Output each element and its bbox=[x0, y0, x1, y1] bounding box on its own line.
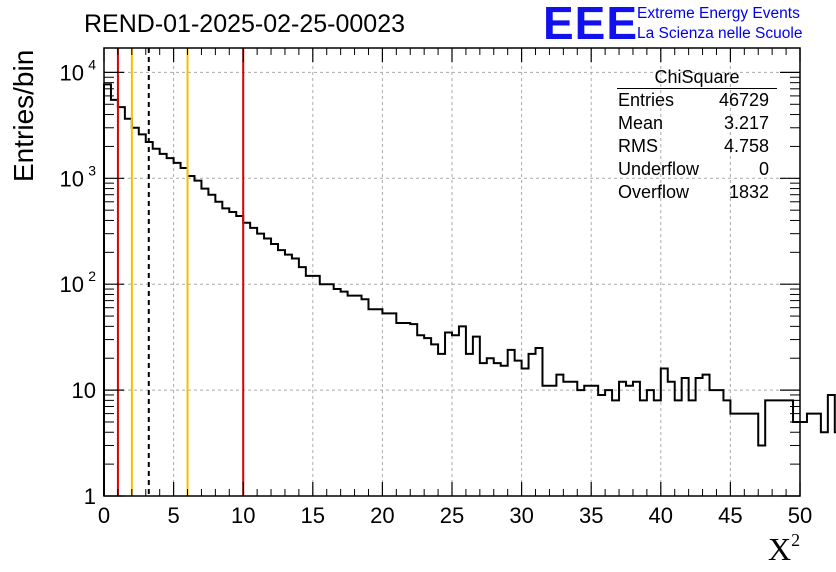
x-tick-label: 45 bbox=[718, 503, 742, 528]
axis-ticks bbox=[103, 48, 801, 497]
y-tick-label: 10 bbox=[60, 272, 84, 297]
stats-label: Entries bbox=[618, 90, 675, 110]
logo-line-1: Extreme Energy Events bbox=[637, 5, 800, 22]
reference-lines bbox=[116, 48, 245, 496]
y-tick-exponent: 3 bbox=[88, 162, 96, 178]
stats-label: Overflow bbox=[618, 182, 690, 202]
stats-label: Mean bbox=[618, 113, 664, 133]
logo-caption: Extreme Energy Events La Scienza nelle S… bbox=[637, 4, 802, 44]
stats-label: Underflow bbox=[618, 159, 700, 179]
stats-row-entries: Entries 46729 bbox=[611, 89, 777, 112]
y-tick-label: 10 bbox=[60, 60, 84, 85]
stats-value: 3.217 bbox=[723, 113, 769, 133]
stats-value: 46729 bbox=[718, 90, 769, 110]
x-tick-label: 15 bbox=[301, 503, 325, 528]
stats-row-mean: Mean 3.217 bbox=[611, 112, 777, 135]
stats-value: 1832 bbox=[728, 182, 769, 202]
x-tick-label: 0 bbox=[98, 503, 110, 528]
x-axis-label-base: X bbox=[768, 531, 792, 567]
plot-title: REND-01-2025-02-25-00023 bbox=[84, 10, 406, 38]
stats-label: RMS bbox=[618, 136, 658, 156]
x-tick-label: 30 bbox=[509, 503, 533, 528]
y-axis-label: Entries/bin bbox=[8, 49, 39, 182]
logo-line-2: La Scienza nelle Scuole bbox=[637, 25, 803, 42]
x-tick-label: 40 bbox=[649, 503, 673, 528]
x-tick-label: 25 bbox=[440, 503, 464, 528]
stats-row-overflow: Overflow 1832 bbox=[611, 181, 777, 204]
y-tick-label: 1 bbox=[84, 484, 96, 509]
stats-value: 4.758 bbox=[723, 136, 769, 156]
x-tick-label: 5 bbox=[167, 503, 179, 528]
x-tick-label: 20 bbox=[370, 503, 394, 528]
x-tick-label: 10 bbox=[231, 503, 255, 528]
histogram-series bbox=[103, 83, 836, 496]
y-tick-exponent: 4 bbox=[88, 56, 96, 72]
x-tick-label: 35 bbox=[579, 503, 603, 528]
stats-title: ChiSquare bbox=[617, 66, 777, 89]
stats-box: ChiSquare Entries 46729 Mean 3.217 RMS 4.75… bbox=[611, 66, 777, 204]
x-tick-label: 50 bbox=[788, 503, 812, 528]
stats-row-rms: RMS 4.758 bbox=[611, 135, 777, 158]
y-tick-label: 10 bbox=[72, 378, 96, 403]
x-axis-label: X2 bbox=[768, 530, 800, 568]
eee-logo: EEE bbox=[543, 0, 639, 49]
stats-row-underflow: Underflow 0 bbox=[611, 158, 777, 181]
x-axis-label-exp: 2 bbox=[791, 530, 801, 550]
y-tick-label: 10 bbox=[60, 166, 84, 191]
y-tick-exponent: 2 bbox=[88, 268, 96, 284]
stats-value: 0 bbox=[758, 159, 769, 179]
histogram-line bbox=[103, 83, 836, 496]
